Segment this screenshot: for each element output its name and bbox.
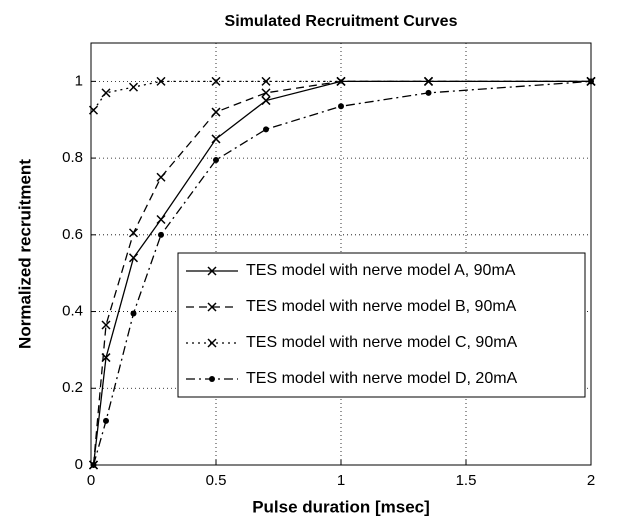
legend-marker [207,266,217,276]
marker [261,88,271,98]
y-tick-label: 1 [75,72,83,89]
plot-frame [90,42,592,466]
marker [211,107,221,117]
x-tick-label: 1 [337,472,345,489]
marker [338,103,344,110]
marker [101,320,111,330]
x-tick-label: 0 [87,472,95,489]
legend-label: TES model with nerve model A, 90mA [246,262,516,279]
y-tick-label: 0.2 [62,379,83,396]
marker [103,417,109,424]
y-tick-label: 0.6 [62,226,83,243]
marker [425,89,432,96]
legend-box [177,252,586,398]
marker [423,76,434,86]
marker [156,172,166,182]
marker [261,76,271,86]
legend-label: TES model with nerve model B, 90mA [246,298,517,315]
series-line [92,80,592,466]
marker [128,82,139,92]
y-axis-label: Normalized recruitment [15,159,34,349]
legend-marker [209,376,215,382]
marker [158,231,164,238]
marker [130,310,137,317]
marker [213,157,219,164]
x-axis-label: Pulse duration [msec] [252,497,430,516]
y-tick-label: 0.8 [62,149,83,166]
y-tick-label: 0.4 [62,303,83,320]
marker [88,105,99,115]
marker [211,134,221,144]
marker [263,126,269,133]
marker [101,88,111,98]
marker [211,76,221,86]
y-tick-label: 0 [75,456,83,473]
marker [90,462,97,468]
marker [128,253,139,263]
marker [588,78,594,85]
x-tick-label: 0.5 [206,472,227,489]
marker [156,214,166,225]
legend-marker [207,302,217,312]
marker [128,228,139,238]
chart-title: Simulated Recruitment Curves [225,13,458,30]
legend-marker [207,338,217,348]
legend-label: TES model with nerve model C, 90mA [246,334,518,351]
marker [156,76,166,86]
x-tick-label: 1.5 [456,472,477,489]
legend-label: TES model with nerve model D, 20mA [246,370,518,387]
x-tick-label: 2 [587,472,595,489]
marker [261,96,271,106]
marker [336,76,346,86]
